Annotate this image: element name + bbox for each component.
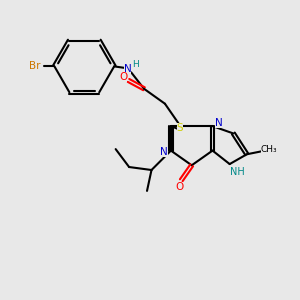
Text: N: N [160, 147, 168, 157]
Text: H: H [133, 59, 139, 68]
Text: S: S [176, 123, 183, 133]
Text: Br: Br [29, 61, 41, 71]
Text: NH: NH [230, 167, 244, 177]
Text: O: O [176, 182, 184, 192]
Text: CH₃: CH₃ [261, 145, 278, 154]
Text: N: N [124, 64, 131, 74]
Text: O: O [119, 72, 127, 82]
Text: N: N [215, 118, 223, 128]
